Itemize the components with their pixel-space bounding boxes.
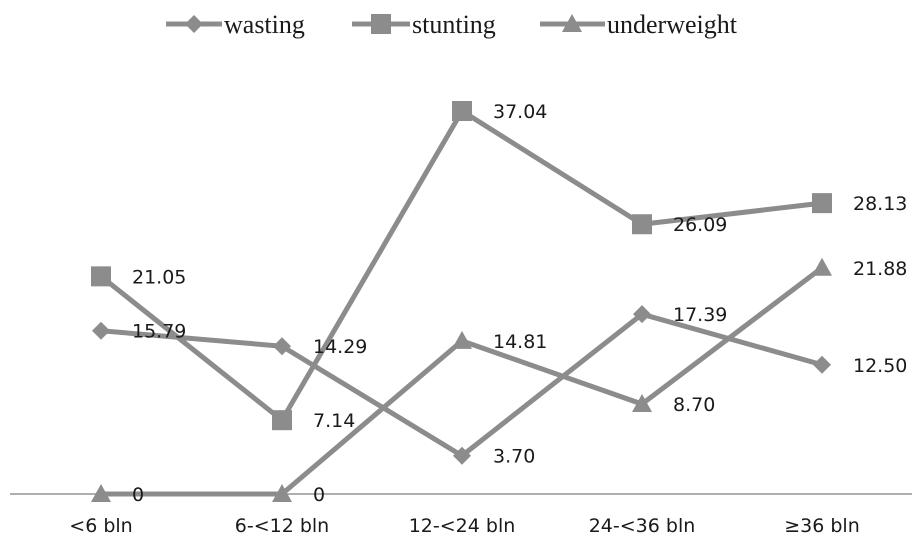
underweight-data-label: 21.88 [853,258,907,280]
wasting-data-label: 14.29 [313,336,367,358]
wasting-marker [273,337,291,356]
wasting-marker [92,321,110,340]
underweight-marker [272,484,292,502]
legend-marker-stunting [371,14,391,34]
series-line-stunting [99,108,823,423]
stunting-marker [632,214,652,235]
stunting-marker [452,101,472,122]
x-tick-label: 12-<24 bln [409,515,516,537]
series-stunting [91,101,832,431]
wasting-data-label: 17.39 [673,304,727,326]
underweight-data-label: 0 [313,484,325,506]
legend-marker-underweight [562,14,582,32]
underweight-data-label: 0 [132,484,144,506]
wasting-data-label: 3.70 [493,446,535,468]
legend-label-wasting: wasting [224,10,305,39]
legend: wasting stunting underweight [166,10,738,39]
stunting-data-label: 21.05 [132,266,186,288]
underweight-marker [452,330,472,349]
stunting-marker [91,266,111,287]
wasting-data-label: 15.79 [132,321,186,343]
stunting-data-label: 37.04 [493,101,547,123]
x-tick-label: ≥36 bln [784,515,860,537]
legend-item-stunting: stunting [352,10,496,39]
data-labels: 15.79 14.29 3.70 17.39 12.50 21.05 7.14 37.04 26… [132,101,907,506]
x-tick-label: 24-<36 bln [589,515,696,537]
underweight-marker [812,257,832,276]
underweight-marker [632,394,652,413]
underweight-marker [91,484,111,502]
stunting-data-label: 28.13 [853,193,907,215]
stunting-data-label: 26.09 [673,214,727,236]
series-wasting [92,305,831,465]
series-layer [91,101,832,502]
wasting-marker [453,446,471,465]
stunting-marker [272,410,292,431]
wasting-marker [633,305,651,324]
legend-marker-wasting [185,15,203,33]
legend-label-stunting: stunting [412,10,496,39]
stunting-marker [812,193,832,214]
stunting-data-label: 7.14 [313,410,355,432]
x-tick-label: 6-<12 bln [235,515,329,537]
underweight-data-label: 8.70 [673,394,715,416]
wasting-data-label: 12.50 [853,355,907,377]
legend-label-underweight: underweight [607,10,738,39]
x-axis-tick-labels: <6 bln 6-<12 bln 12-<24 bln 24-<36 bln ≥36 b… [69,515,859,537]
wasting-marker [813,355,831,374]
x-tick-label: <6 bln [69,515,132,537]
legend-item-wasting: wasting [166,10,305,39]
series-underweight [91,257,832,502]
underweight-data-label: 14.81 [493,331,547,353]
legend-item-underweight: underweight [540,10,738,39]
